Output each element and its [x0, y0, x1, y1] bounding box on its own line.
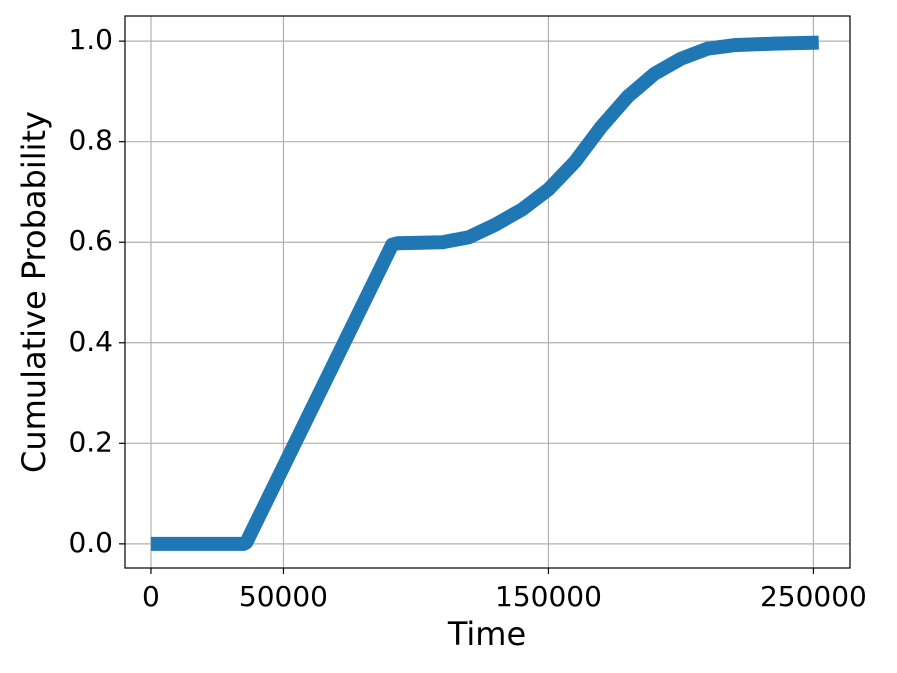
x-tick-label: 150000 — [495, 580, 602, 613]
marks — [150, 35, 819, 551]
y-tick-label: 1.0 — [68, 23, 113, 56]
grid — [125, 16, 850, 568]
y-axis-label: Cumulative Probability — [15, 111, 53, 473]
x-tick-label: 0 — [142, 580, 160, 613]
x-tick-label: 50000 — [239, 580, 328, 613]
line — [150, 35, 819, 551]
y-tick-label: 0.2 — [68, 425, 113, 458]
x-tick-label: 250000 — [760, 580, 867, 613]
y-tick-label: 0.8 — [68, 124, 113, 157]
plot-frame — [124, 15, 851, 569]
x-axis-label: Time — [447, 615, 526, 653]
y-tick-label: 0.6 — [68, 224, 113, 257]
y-tick-label: 0.4 — [68, 325, 113, 358]
y-tick-label: 0.0 — [68, 526, 113, 559]
